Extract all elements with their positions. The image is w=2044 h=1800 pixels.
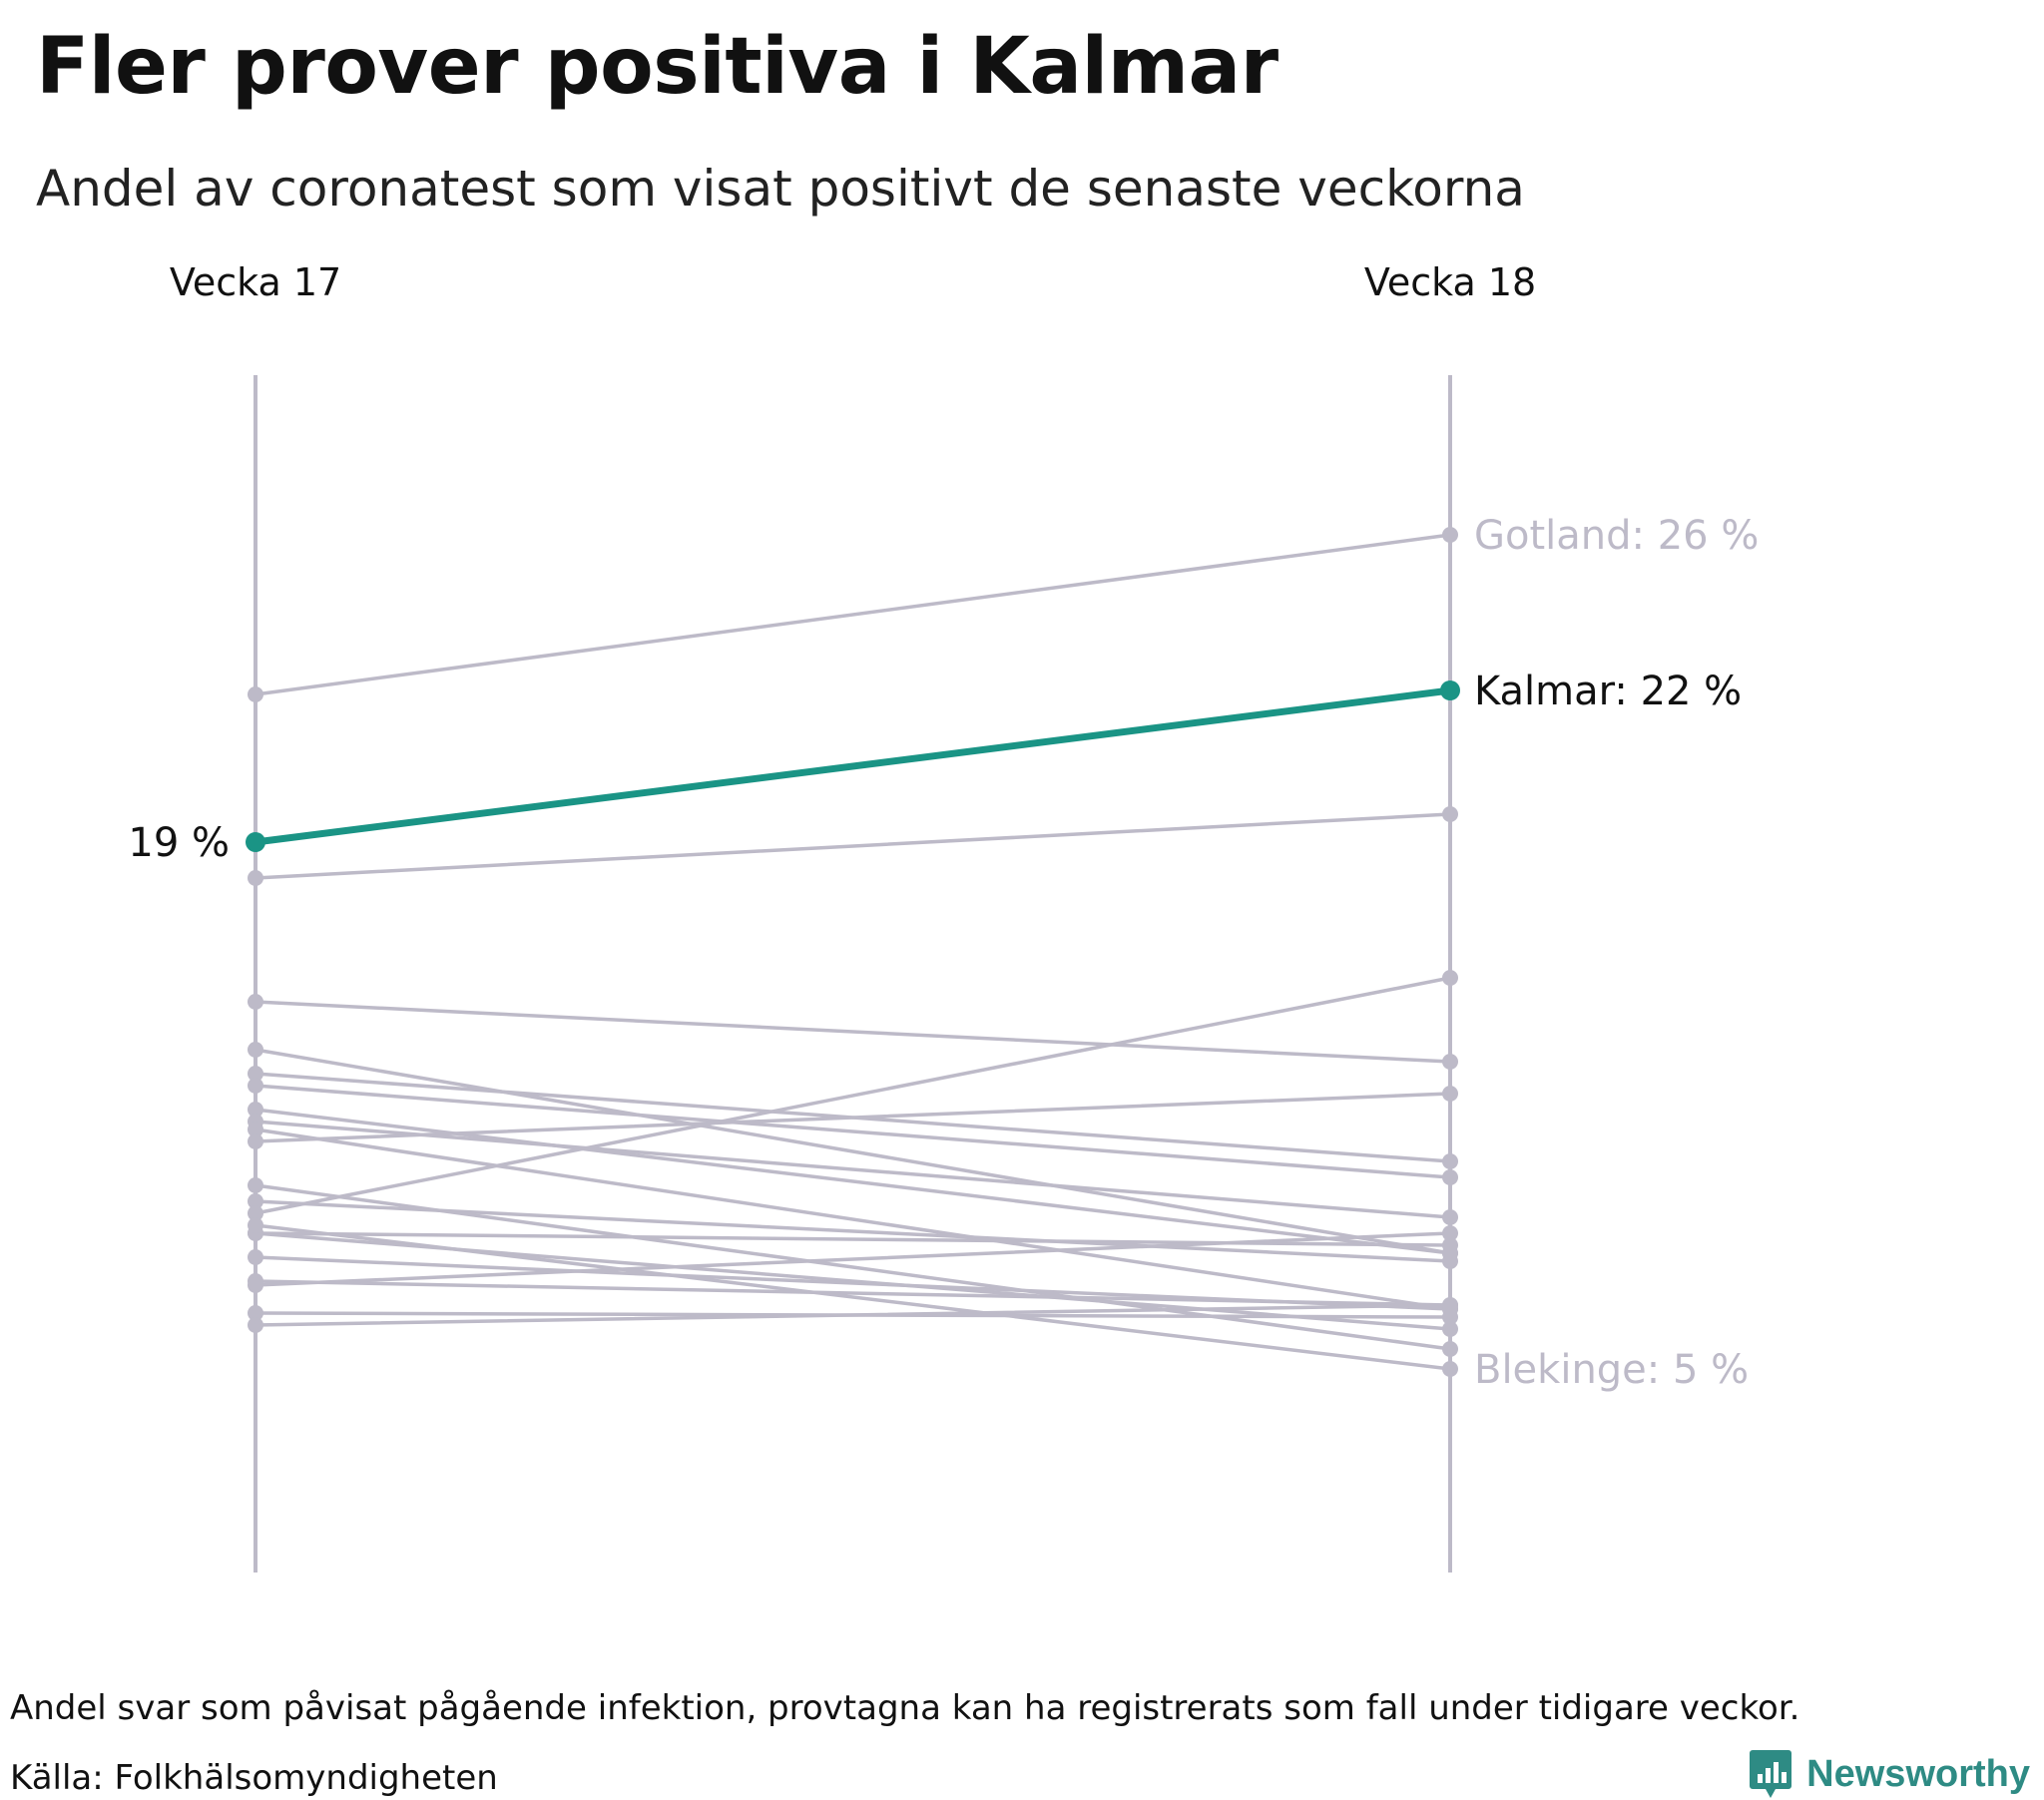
series-line — [254, 1231, 1452, 1287]
series-line — [254, 812, 1452, 880]
series-region-20 — [248, 1297, 1458, 1333]
series-region-4 — [248, 1042, 1458, 1261]
series-kalmar — [246, 680, 1460, 852]
series-region-10 — [248, 1086, 1458, 1149]
point-week-17 — [248, 1122, 263, 1137]
series-region-13 — [248, 970, 1458, 1221]
series-blekinge — [248, 1217, 1458, 1377]
point-week-17 — [248, 1277, 263, 1293]
chart-title: Fler prover positiva i Kalmar — [36, 22, 1278, 112]
series-gotland — [248, 527, 1458, 702]
point-week-18 — [1442, 1153, 1458, 1169]
series-region-18 — [248, 1225, 1458, 1293]
point-week-18 — [1442, 1253, 1458, 1269]
point-week-18 — [1442, 1309, 1458, 1325]
point-week-17 — [246, 832, 265, 852]
chart-source: Källa: Folkhälsomyndigheten — [10, 1758, 498, 1798]
series-line — [254, 1279, 1452, 1307]
series-line — [254, 1120, 1452, 1219]
point-week-17 — [248, 1133, 263, 1149]
label-layer: Gotland: 26 % Blekinge: 5 % Kalmar: 22 % 19… — [128, 513, 1759, 1393]
series-region-7 — [248, 1102, 1458, 1261]
chart-footnote: Andel svar som påvisat pågående infektio… — [10, 1688, 1800, 1728]
point-week-18 — [1442, 1297, 1458, 1313]
point-week-17 — [248, 1177, 263, 1193]
series-line — [254, 1231, 1452, 1247]
end-label-blekinge: Blekinge: 5 % — [1474, 1347, 1749, 1393]
series-line — [254, 1092, 1452, 1143]
point-week-18 — [1442, 1086, 1458, 1102]
end-label-kalmar: Kalmar: 22 % — [1474, 669, 1742, 714]
point-week-18 — [1442, 1225, 1458, 1241]
series-line — [254, 1048, 1452, 1255]
point-week-17 — [248, 1102, 263, 1118]
point-week-17 — [248, 1066, 263, 1082]
series-line — [254, 1223, 1452, 1371]
start-label-kalmar: 19 % — [128, 820, 230, 866]
brand-name: Newsworthy — [1806, 1752, 2030, 1795]
point-week-17 — [248, 1217, 263, 1233]
series-region-3 — [248, 994, 1458, 1070]
point-week-18 — [1442, 1169, 1458, 1185]
point-week-17 — [248, 1042, 263, 1058]
point-week-18 — [1442, 1361, 1458, 1377]
point-week-17 — [248, 994, 263, 1010]
series-line — [254, 1303, 1452, 1327]
point-week-17 — [248, 1317, 263, 1333]
point-week-18 — [1442, 527, 1458, 543]
end-label-gotland: Gotland: 26 % — [1474, 513, 1759, 559]
series-line — [252, 686, 1454, 846]
x-label-week-18: Vecka 18 — [1364, 260, 1536, 304]
chart-subtitle: Andel av coronatest som visat positivt d… — [36, 160, 1525, 218]
series-layer — [246, 527, 1460, 1377]
series-line — [254, 976, 1452, 1215]
point-week-18 — [1442, 1321, 1458, 1337]
brand-logo[interactable]: Newsworthy — [1749, 1748, 2030, 1800]
point-week-18 — [1440, 680, 1460, 700]
point-week-18 — [1442, 1237, 1458, 1253]
point-week-17 — [248, 1249, 263, 1265]
series-line — [254, 1000, 1452, 1064]
point-week-17 — [248, 1078, 263, 1094]
bar-chart-speech-icon — [1750, 1750, 1792, 1798]
point-week-18 — [1442, 1341, 1458, 1357]
point-week-17 — [248, 1193, 263, 1209]
axis-labels: Vecka 17 Vecka 18 — [170, 260, 1536, 304]
series-region-12 — [248, 1193, 1458, 1269]
series-region-2 — [248, 806, 1458, 886]
point-week-18 — [1442, 1209, 1458, 1225]
point-week-17 — [248, 870, 263, 886]
axis-lines — [254, 375, 1452, 1573]
series-region-6 — [248, 1078, 1458, 1185]
point-week-18 — [1442, 806, 1458, 822]
series-line — [254, 1084, 1452, 1179]
point-week-17 — [248, 686, 263, 702]
series-line — [254, 533, 1452, 696]
point-week-18 — [1442, 1054, 1458, 1070]
point-week-17 — [248, 1305, 263, 1321]
x-label-week-17: Vecka 17 — [170, 260, 341, 304]
point-week-17 — [248, 1205, 263, 1221]
series-line — [254, 1127, 1452, 1311]
point-week-18 — [1442, 970, 1458, 986]
series-line — [254, 1199, 1452, 1263]
